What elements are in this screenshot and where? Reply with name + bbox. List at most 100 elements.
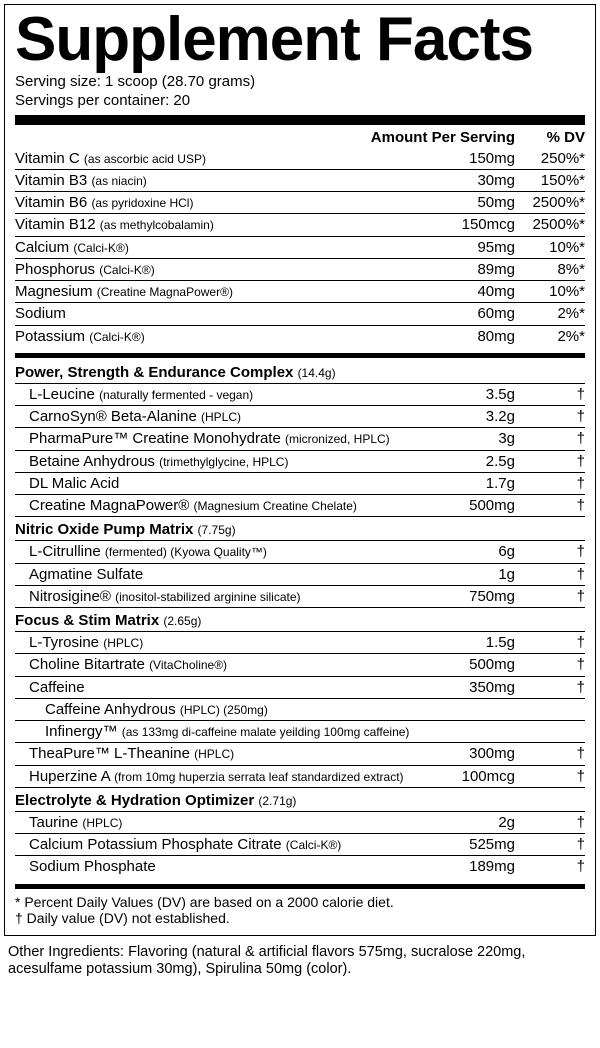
table-row: Vitamin B6 (as pyridoxine HCl)50mg2500%* [15, 191, 585, 213]
amount-per-serving: 50mg [435, 194, 515, 211]
ingredient-name: Calcium (Calci-K®) [15, 239, 435, 256]
table-row: Caffeine Anhydrous (HPLC) (250mg) [15, 698, 585, 720]
amount-per-serving: 100mcg [435, 768, 515, 785]
column-header: Amount Per Serving % DV [15, 127, 585, 148]
ingredient-name: Agmatine Sulfate [15, 566, 435, 583]
table-row: Caffeine350mg† [15, 676, 585, 698]
table-row: CarnoSyn® Beta-Alanine (HPLC)3.2g† [15, 405, 585, 427]
table-row: Sodium60mg2%* [15, 302, 585, 324]
table-row: Taurine (HPLC)2g† [15, 811, 585, 833]
amount-per-serving: 2g [435, 814, 515, 831]
panel-title: Supplement Facts [15, 9, 585, 71]
sections-block: Power, Strength & Endurance Complex (14.… [15, 360, 585, 878]
table-row: Agmatine Sulfate1g† [15, 563, 585, 585]
amount-per-serving: 3g [435, 430, 515, 447]
medium-rule [15, 884, 585, 889]
percent-dv: † [515, 453, 585, 470]
ingredient-qualifier: (HPLC) (250mg) [180, 703, 268, 717]
table-row: Magnesium (Creatine MagnaPower®)40mg10%* [15, 280, 585, 302]
section-subtotal: (2.65g) [163, 614, 201, 628]
percent-dv: 2%* [515, 328, 585, 345]
table-row: Huperzine A (from 10mg huperzia serrata … [15, 765, 585, 787]
ingredient-name: Sodium [15, 305, 435, 322]
amount-per-serving: 750mg [435, 588, 515, 605]
ingredient-qualifier: (Magnesium Creatine Chelate) [193, 499, 356, 513]
table-row: L-Tyrosine (HPLC)1.5g† [15, 631, 585, 653]
ingredient-name: Choline Bitartrate (VitaCholine®) [15, 656, 435, 673]
ingredient-qualifier: (as methylcobalamin) [100, 218, 214, 232]
table-row: TheaPure™ L-Theanine (HPLC)300mg† [15, 742, 585, 764]
table-row: Calcium (Calci-K®)95mg10%* [15, 236, 585, 258]
amount-per-serving: 95mg [435, 239, 515, 256]
ingredient-name: CarnoSyn® Beta-Alanine (HPLC) [15, 408, 435, 425]
percent-dv: † [515, 656, 585, 673]
percent-dv: † [515, 588, 585, 605]
percent-dv: † [515, 430, 585, 447]
servings-per-container: Servings per container: 20 [15, 92, 585, 111]
ingredient-name: Calcium Potassium Phosphate Citrate (Cal… [15, 836, 435, 853]
amount-per-serving: 40mg [435, 283, 515, 300]
amount-per-serving: 3.5g [435, 386, 515, 403]
amount-per-serving: 525mg [435, 836, 515, 853]
ingredient-name: Sodium Phosphate [15, 858, 435, 875]
ingredient-name: L-Citrulline (fermented) (Kyowa Quality™… [15, 543, 435, 560]
ingredient-qualifier: (from 10mg huperzia serrata leaf standar… [114, 770, 403, 784]
ingredient-name: L-Tyrosine (HPLC) [15, 634, 435, 651]
table-row: Vitamin B12 (as methylcobalamin)150mcg25… [15, 213, 585, 235]
ingredient-name: Creatine MagnaPower® (Magnesium Creatine… [15, 497, 435, 514]
percent-dv: † [515, 768, 585, 785]
footnote-dv: * Percent Daily Values (DV) are based on… [15, 894, 585, 911]
supplement-facts-panel: Supplement Facts Serving size: 1 scoop (… [4, 4, 596, 936]
ingredient-name: Vitamin B12 (as methylcobalamin) [15, 216, 435, 233]
percent-dv: † [515, 679, 585, 696]
percent-dv: 2500%* [515, 216, 585, 233]
table-row: Nitrosigine® (inositol-stabilized argini… [15, 585, 585, 607]
ingredient-qualifier: (Creatine MagnaPower®) [97, 285, 233, 299]
percent-dv: † [515, 634, 585, 651]
ingredient-qualifier: (as niacin) [91, 174, 146, 188]
ingredient-qualifier: (fermented) (Kyowa Quality™) [105, 545, 267, 559]
ingredient-qualifier: (Calci-K®) [73, 241, 129, 255]
amount-per-serving: 1.5g [435, 634, 515, 651]
ingredient-name: Potassium (Calci-K®) [15, 328, 435, 345]
ingredient-name: Caffeine Anhydrous (HPLC) (250mg) [15, 701, 435, 718]
ingredient-name: Betaine Anhydrous (trimethylglycine, HPL… [15, 453, 435, 470]
ingredient-qualifier: (HPLC) [82, 816, 122, 830]
ingredient-qualifier: (as 133mg di-caffeine malate yeilding 10… [122, 725, 410, 739]
amount-per-serving: 6g [435, 543, 515, 560]
table-row: Choline Bitartrate (VitaCholine®)500mg† [15, 653, 585, 675]
section-subtotal: (2.71g) [258, 794, 296, 808]
table-row: Vitamin B3 (as niacin)30mg150%* [15, 169, 585, 191]
ingredient-qualifier: (Calci-K®) [99, 263, 155, 277]
table-row: Potassium (Calci-K®)80mg2%* [15, 325, 585, 347]
ingredient-name: Caffeine [15, 679, 435, 696]
footnote-dagger: † Daily value (DV) not established. [15, 910, 585, 927]
amount-per-serving: 150mg [435, 150, 515, 167]
amount-per-serving: 300mg [435, 745, 515, 762]
amount-per-serving: 150mcg [435, 216, 515, 233]
percent-dv: † [515, 566, 585, 583]
section-heading: Focus & Stim Matrix (2.65g) [15, 607, 585, 631]
amount-per-serving: 3.2g [435, 408, 515, 425]
table-row: Sodium Phosphate189mg† [15, 855, 585, 877]
percent-dv: 150%* [515, 172, 585, 189]
percent-dv: 2%* [515, 305, 585, 322]
table-row: L-Citrulline (fermented) (Kyowa Quality™… [15, 540, 585, 562]
table-row: Phosphorus (Calci-K®)89mg8%* [15, 258, 585, 280]
other-ingredients: Other Ingredients: Flavoring (natural & … [0, 940, 600, 983]
footnotes: * Percent Daily Values (DV) are based on… [15, 891, 585, 930]
amount-per-serving: 500mg [435, 656, 515, 673]
percent-dv: 10%* [515, 239, 585, 256]
ingredient-name: Infinergy™ (as 133mg di-caffeine malate … [15, 723, 435, 740]
table-row: Infinergy™ (as 133mg di-caffeine malate … [15, 720, 585, 742]
col-dv-header: % DV [515, 129, 585, 146]
ingredient-name: Vitamin B6 (as pyridoxine HCl) [15, 194, 435, 211]
col-amount-header: Amount Per Serving [345, 129, 515, 146]
amount-per-serving: 500mg [435, 497, 515, 514]
percent-dv: 2500%* [515, 194, 585, 211]
ingredient-qualifier: (Calci-K®) [286, 838, 342, 852]
section-heading: Nitric Oxide Pump Matrix (7.75g) [15, 516, 585, 540]
thick-rule [15, 115, 585, 125]
amount-per-serving: 89mg [435, 261, 515, 278]
percent-dv: † [515, 543, 585, 560]
